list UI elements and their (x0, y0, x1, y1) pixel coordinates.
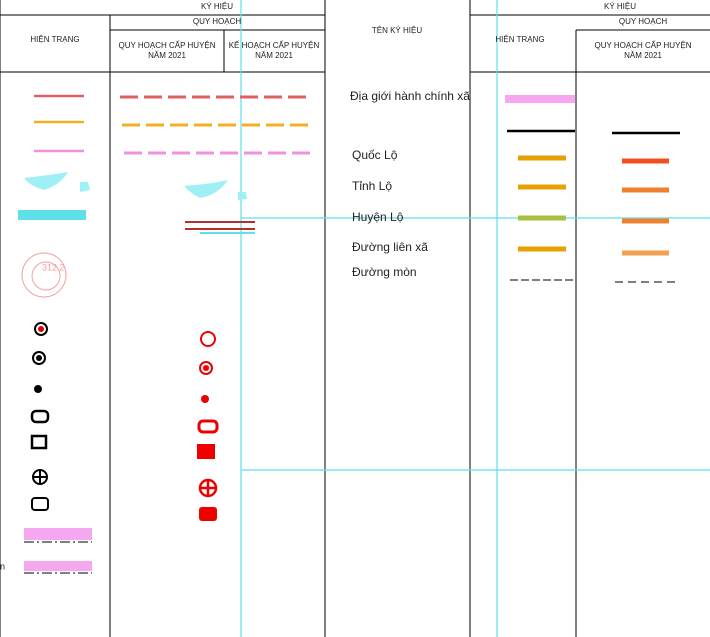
header: QUY HOẠCH CẤP HUYỆN (118, 40, 215, 50)
row-label: Tỉnh Lộ (352, 179, 392, 193)
header: HIỆN TRẠNG (30, 35, 79, 44)
header: QUY HOẠCH CẤP HUYỆN (594, 40, 691, 50)
row-label: Quốc Lộ (352, 148, 398, 162)
fragment: n (0, 561, 5, 571)
symbols: 312.2 (18, 94, 680, 574)
row-label: Địa giới hành chính xã (350, 89, 470, 103)
header: KÝ HIỆU (201, 2, 233, 11)
header: HIỆN TRẠNG (495, 35, 544, 44)
header: KÝ HIỆU (604, 2, 636, 11)
header: QUY HOẠCH (193, 17, 242, 26)
header: NĂM 2021 (624, 51, 662, 60)
header: KẾ HOẠCH CẤP HUYỆN (229, 40, 320, 50)
header: NĂM 2021 (148, 51, 186, 60)
header: QUY HOẠCH (619, 17, 668, 26)
row-label: Huyện Lộ (352, 210, 404, 224)
header: NĂM 2021 (255, 51, 293, 60)
header: TÊN KÝ HIỆU (372, 26, 422, 35)
row-label: Đường mòn (352, 265, 417, 279)
row-label: Đường liên xã (352, 240, 428, 254)
contour-label: 312.2 (42, 262, 65, 272)
